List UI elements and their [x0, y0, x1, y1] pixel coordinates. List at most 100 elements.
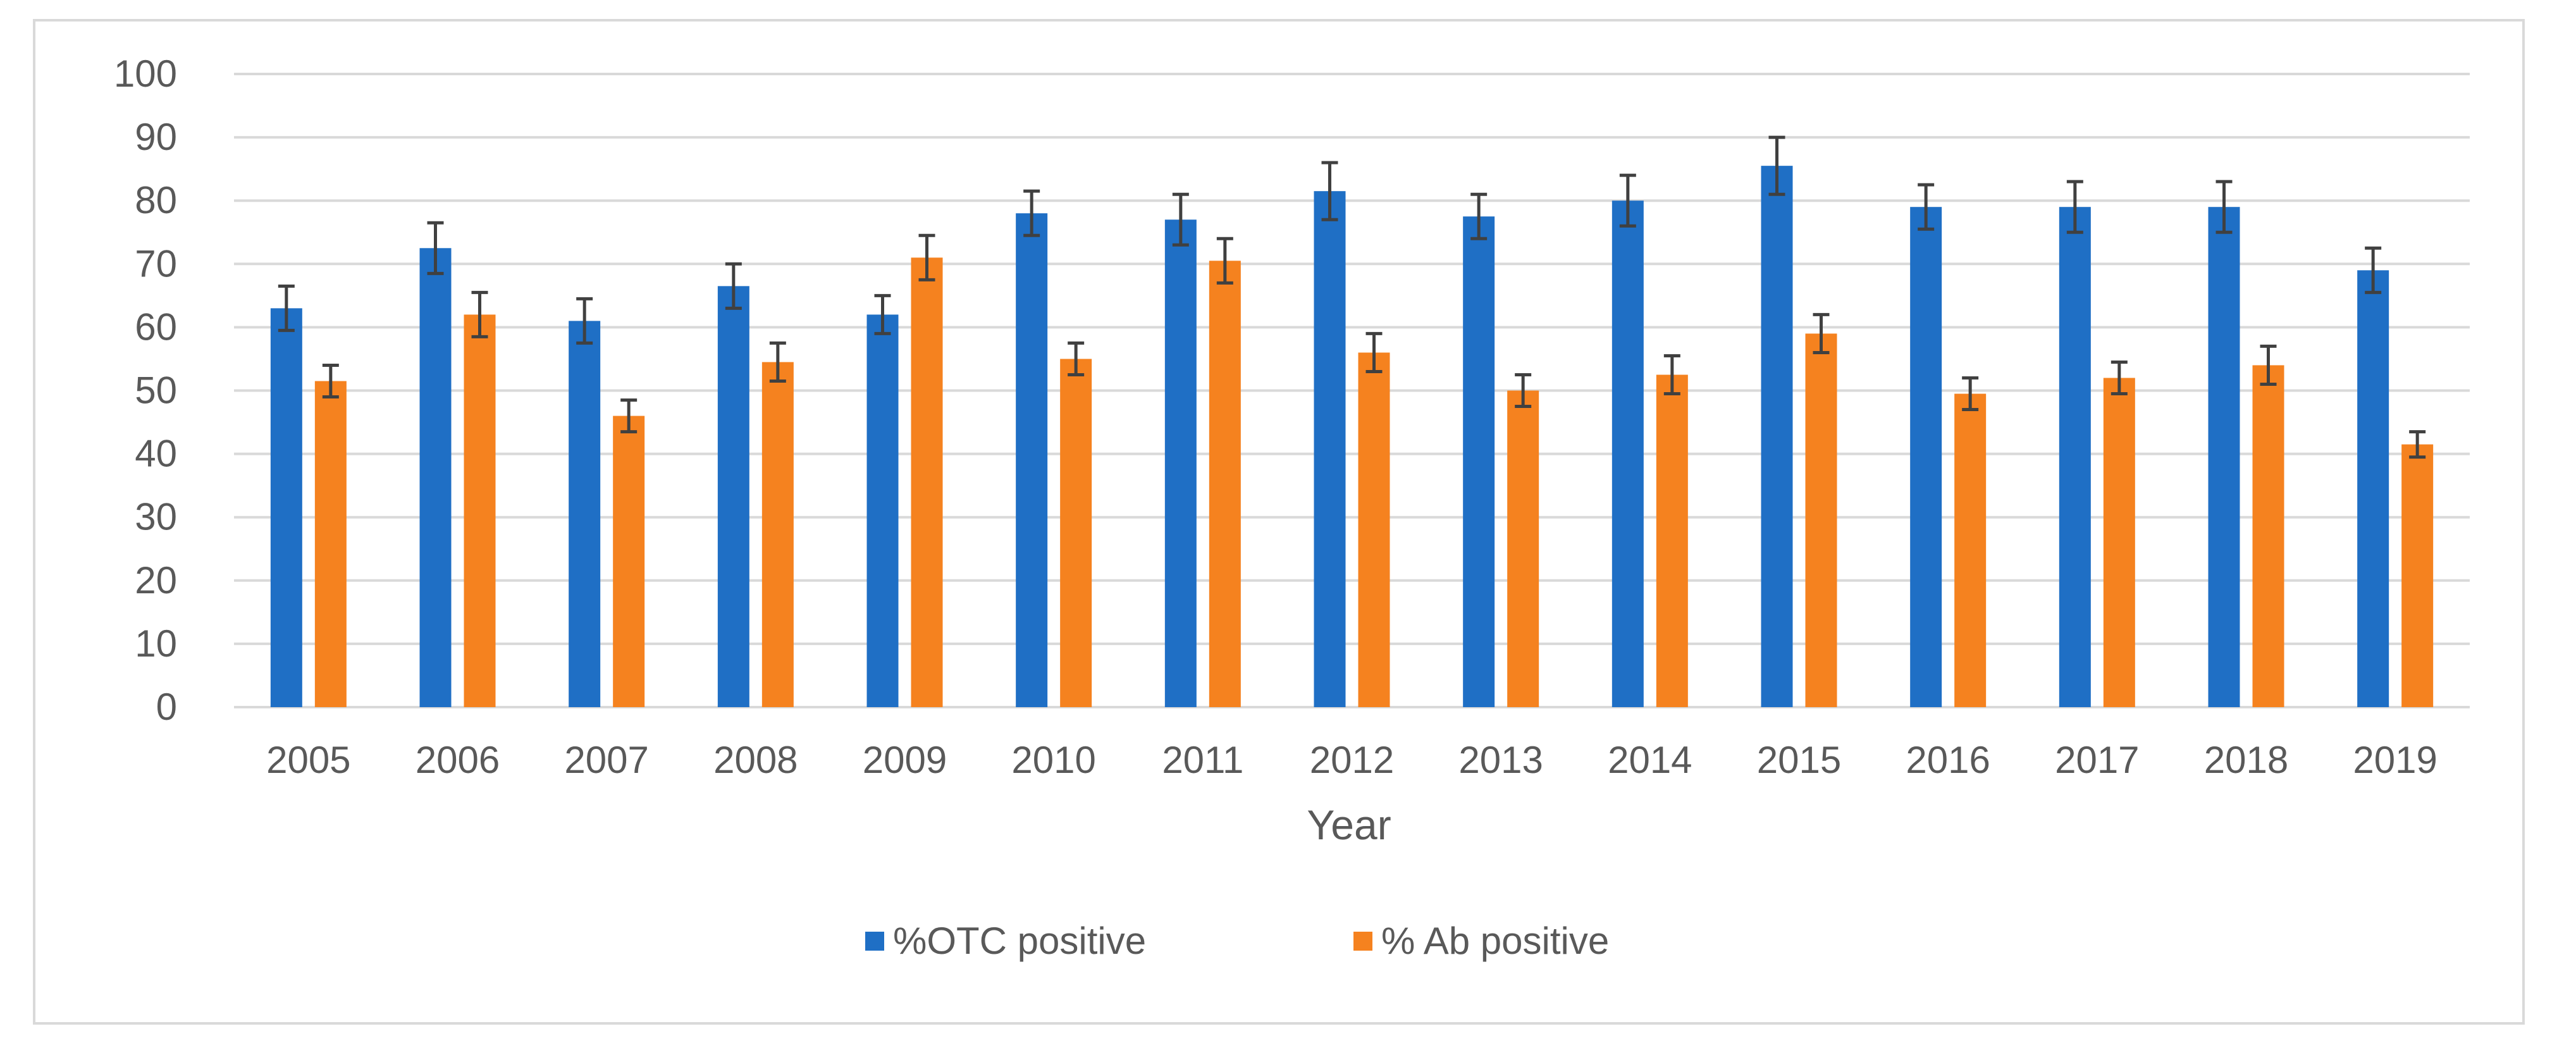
- bar-otc-2010: [1016, 213, 1048, 708]
- bar-otc-2008: [717, 286, 749, 708]
- error-bar-ab-2016: [1962, 376, 1979, 412]
- bar-ab-2009: [911, 257, 943, 707]
- bar-ab-2006: [464, 314, 496, 707]
- error-bar-ab-2018: [2260, 344, 2277, 386]
- error-bar-ab-2012: [1365, 331, 1383, 373]
- error-bar-otc-2016: [1918, 183, 1935, 231]
- error-bar-otc-2008: [725, 262, 742, 310]
- bar-otc-2009: [866, 314, 899, 707]
- error-bar-ab-2008: [769, 341, 786, 383]
- y-axis-ticks: 0 10 20 30 40 50 60 70 80 90 100: [114, 52, 177, 728]
- x-tick-label: 2014: [1608, 739, 1692, 781]
- bar-otc-2013: [1463, 216, 1495, 708]
- bar-ab-2011: [1209, 261, 1241, 707]
- x-axis-title: Year: [1307, 801, 1391, 848]
- bar-otc-2012: [1314, 191, 1346, 707]
- y-tick-label: 70: [135, 242, 177, 285]
- bars: [270, 166, 2434, 708]
- error-bar-otc-2005: [278, 284, 295, 332]
- y-tick-label: 20: [135, 559, 177, 602]
- legend: %OTC positive % Ab positive: [865, 920, 1609, 962]
- error-bar-otc-2015: [1768, 135, 1785, 196]
- x-tick-label: 2013: [1458, 739, 1543, 781]
- y-tick-label: 90: [135, 116, 177, 158]
- error-bar-ab-2007: [620, 398, 638, 434]
- x-tick-label: 2015: [1757, 739, 1841, 781]
- x-tick-label: 2019: [2353, 739, 2437, 781]
- x-tick-label: 2005: [266, 739, 350, 781]
- error-bar-otc-2007: [576, 297, 593, 345]
- bar-ab-2015: [1805, 333, 1837, 707]
- bar-ab-2013: [1507, 390, 1539, 707]
- error-bar-otc-2019: [2365, 246, 2382, 294]
- error-bars: [278, 135, 2426, 459]
- y-tick-label: 10: [135, 622, 177, 665]
- bar-otc-2014: [1612, 201, 1644, 707]
- y-tick-label: 80: [135, 179, 177, 221]
- x-tick-label: 2006: [416, 739, 500, 781]
- error-bar-otc-2018: [2215, 180, 2233, 234]
- bar-otc-2015: [1761, 166, 1793, 707]
- x-tick-label: 2007: [564, 739, 648, 781]
- error-bar-ab-2019: [2409, 430, 2426, 459]
- error-bar-ab-2013: [1515, 373, 1532, 409]
- x-axis-ticks: 2005 2006 2007 2008 2009 2010 2011 2012 2013 2014…: [266, 739, 2437, 781]
- y-tick-label: 40: [135, 433, 177, 475]
- error-bar-otc-2013: [1470, 192, 1488, 240]
- bar-ab-2019: [2401, 444, 2434, 707]
- bar-ab-2005: [314, 381, 347, 707]
- bar-ab-2008: [761, 362, 794, 707]
- bar-otc-2007: [569, 321, 601, 707]
- error-bar-ab-2011: [1216, 237, 1233, 285]
- bar-otc-2017: [2059, 207, 2091, 708]
- bar-ab-2014: [1656, 374, 1688, 707]
- y-tick-label: 50: [135, 369, 177, 412]
- error-bar-ab-2005: [322, 363, 339, 399]
- bar-otc-2018: [2208, 207, 2240, 708]
- error-bar-otc-2011: [1172, 192, 1189, 247]
- legend-label: %OTC positive: [893, 920, 1146, 962]
- error-bar-otc-2017: [2066, 180, 2083, 234]
- bar-otc-2016: [1910, 207, 1942, 708]
- error-bar-otc-2012: [1321, 161, 1338, 221]
- x-tick-label: 2010: [1011, 739, 1095, 781]
- y-tick-label: 0: [156, 686, 177, 728]
- bar-ab-2016: [1954, 393, 1987, 707]
- x-tick-label: 2008: [713, 739, 798, 781]
- legend-item-otc: %OTC positive: [865, 920, 1146, 962]
- bar-ab-2017: [2103, 378, 2135, 707]
- x-tick-label: 2018: [2204, 739, 2288, 781]
- bar-ab-2018: [2252, 365, 2284, 707]
- bar-ab-2007: [613, 416, 645, 707]
- x-tick-label: 2009: [863, 739, 947, 781]
- error-bar-ab-2009: [918, 233, 935, 281]
- y-tick-label: 30: [135, 496, 177, 538]
- error-bar-ab-2015: [1813, 312, 1830, 354]
- error-bar-ab-2017: [2111, 360, 2128, 396]
- legend-swatch: [865, 932, 884, 951]
- x-tick-label: 2011: [1162, 739, 1243, 781]
- legend-swatch: [1353, 932, 1372, 951]
- error-bar-ab-2010: [1068, 341, 1085, 376]
- bar-ab-2010: [1060, 359, 1092, 707]
- gridlines: [234, 73, 2470, 708]
- y-tick-label: 100: [114, 52, 177, 95]
- x-tick-label: 2012: [1310, 739, 1394, 781]
- y-tick-label: 60: [135, 305, 177, 348]
- bar-otc-2006: [419, 248, 452, 707]
- error-bar-otc-2009: [874, 293, 891, 335]
- bar-otc-2019: [2357, 270, 2389, 707]
- error-bar-ab-2006: [471, 290, 488, 338]
- legend-label: % Ab positive: [1381, 920, 1609, 962]
- error-bar-ab-2014: [1663, 354, 1680, 396]
- error-bar-otc-2014: [1619, 173, 1636, 228]
- x-tick-label: 2016: [1906, 739, 1990, 781]
- error-bar-otc-2010: [1023, 189, 1040, 237]
- bar-otc-2005: [270, 308, 302, 707]
- error-bar-otc-2006: [427, 221, 444, 275]
- bar-otc-2011: [1164, 219, 1197, 708]
- x-tick-label: 2017: [2055, 739, 2139, 781]
- legend-item-ab: % Ab positive: [1353, 920, 1609, 962]
- bar-ab-2012: [1358, 352, 1390, 707]
